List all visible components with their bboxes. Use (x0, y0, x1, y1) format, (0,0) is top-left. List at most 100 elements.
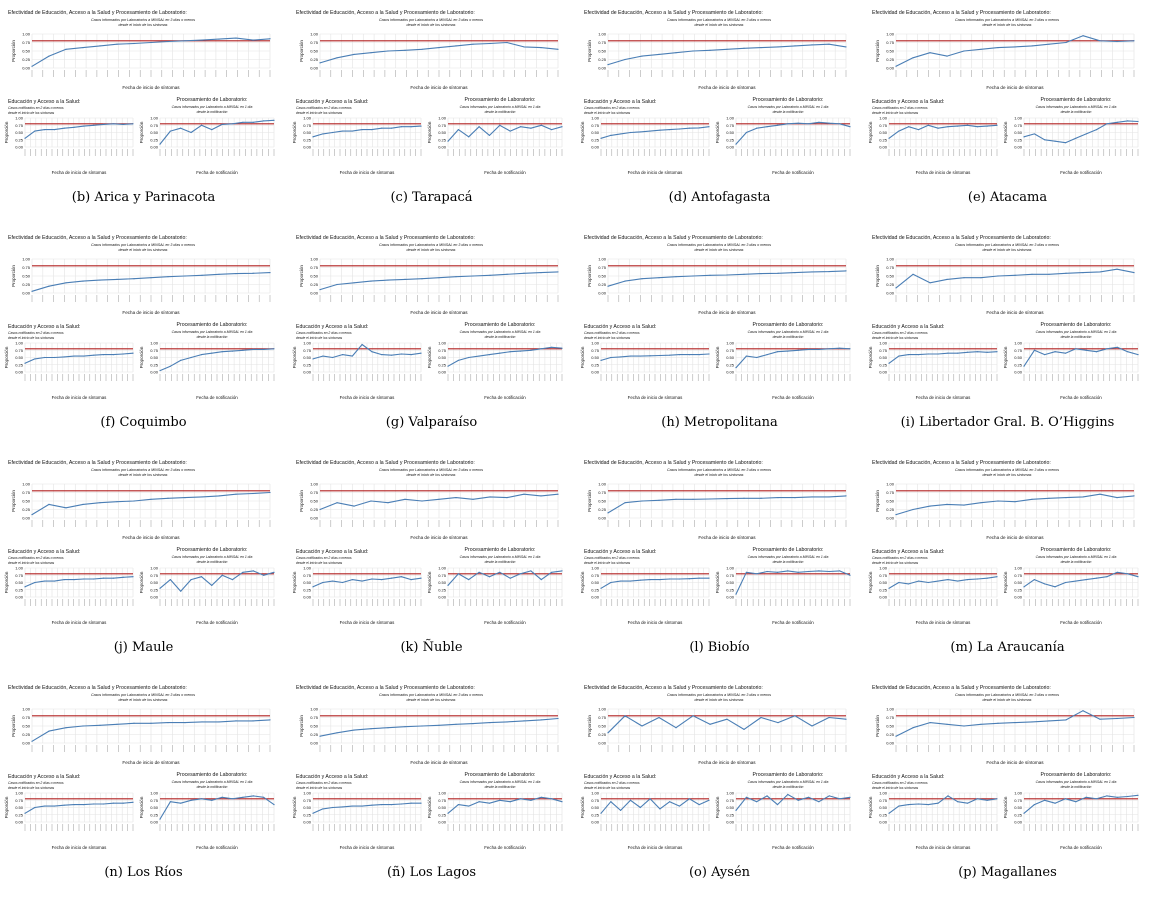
data-point (828, 496, 830, 498)
data-point (133, 722, 135, 724)
plot-area: 0.00 0.25 0.50 0.75 1.00 Proporción (875, 482, 1135, 527)
y-tick-label: 1.00 (303, 341, 312, 346)
main-x-axis-label: Fecha de inicio de síntomas (698, 535, 756, 540)
data-point (169, 579, 171, 581)
data-point (1099, 271, 1101, 273)
y-tick-label: 0.75 (438, 798, 447, 803)
right-x-axis-label: Fecha de notificación (484, 845, 526, 850)
y-tick-label: 0.75 (879, 798, 888, 803)
data-point (895, 735, 897, 737)
data-point (1099, 493, 1101, 495)
main-x-axis-label: Fecha de inicio de síntomas (410, 760, 468, 765)
y-tick-label: 0.00 (598, 291, 607, 296)
y-tick-label: 0.25 (886, 732, 895, 737)
right-chart-subtitle: Casos informados por Laboratorio a MINSA… (748, 330, 829, 334)
data-point (776, 124, 779, 126)
data-point (898, 581, 900, 584)
y-tick-label: 0.00 (1014, 820, 1023, 825)
data-point (24, 362, 26, 364)
main-chart-subtitle: Casos informados por Laboratorios a MINS… (667, 18, 771, 22)
y-tick-label: 1.00 (15, 566, 24, 571)
y-tick-label: 0.25 (22, 57, 31, 62)
right-x-axis-label: Fecha de notificación (484, 620, 526, 625)
y-axis-label: Proporción (139, 571, 144, 593)
left-x-axis-label: Fecha de inicio de síntomas (916, 845, 971, 850)
left-x-axis-label: Fecha de inicio de síntomas (628, 170, 683, 175)
data-point (794, 45, 796, 47)
data-point (1044, 139, 1046, 141)
left-chart-subtitle: Casos notificados en 2 días o menos (872, 331, 928, 335)
data-point (116, 501, 118, 503)
left-chart-subtitle: desde el inicio de los síntomas (872, 786, 918, 790)
plot-area: 0.00 0.25 0.50 0.75 1.00 Proporción (587, 32, 847, 77)
data-point (63, 127, 65, 129)
plot-area: 0.00 0.25 0.50 0.75 1.00 Proporción (868, 566, 998, 606)
data-point (457, 359, 459, 361)
y-tick-label: 0.25 (303, 812, 312, 817)
y-tick-label: 0.75 (310, 715, 319, 720)
y-axis-label: Proporción (1003, 121, 1008, 143)
data-point (65, 727, 67, 729)
y-tick-label: 1.00 (310, 707, 319, 712)
y-tick-label: 0.00 (726, 145, 735, 150)
y-tick-label: 0.50 (15, 130, 24, 135)
data-point (811, 44, 813, 46)
right-chart-subtitle: desde la notificación (485, 335, 516, 339)
left-chart-subtitle: Casos notificados en 2 días o menos (584, 781, 640, 785)
main-chart-subtitle: Casos informados por Laboratorios a MINS… (955, 18, 1059, 22)
data-point (133, 42, 135, 45)
data-point (957, 580, 959, 582)
data-point (735, 809, 737, 811)
y-tick-label: 0.25 (1014, 362, 1023, 367)
series-line (600, 126, 710, 139)
series-line (159, 119, 275, 145)
main-chart-title: Efectividad de Educación, Acceso a la Sa… (8, 685, 187, 691)
data-point (620, 580, 622, 582)
data-point (760, 273, 762, 275)
data-point (122, 123, 124, 125)
y-tick-label: 0.50 (591, 355, 600, 360)
data-point (1085, 796, 1087, 798)
data-point (252, 795, 254, 797)
data-point (112, 123, 114, 125)
data-point (980, 723, 982, 725)
data-point (895, 514, 897, 516)
data-point (641, 725, 643, 727)
main-chart-subtitle: Casos informados por Laboratorios a MINS… (379, 243, 483, 247)
data-point (273, 804, 275, 806)
data-point (457, 804, 459, 806)
region-figure: Efectividad de Educación, Acceso a la Sa… (292, 10, 563, 175)
y-axis-label: Proporción (587, 265, 592, 287)
series-line (735, 793, 851, 811)
data-point (438, 498, 440, 500)
data-point (735, 367, 737, 369)
data-point (53, 580, 56, 582)
y-tick-label: 0.75 (1014, 123, 1023, 128)
series-line (888, 576, 998, 589)
data-point (438, 47, 440, 49)
y-tick-label: 0.00 (886, 66, 895, 71)
y-axis-label: Proporción (875, 40, 880, 62)
right-chart-subtitle: Casos informados por Laboratorio a MINSA… (748, 105, 829, 109)
data-point (1082, 272, 1084, 274)
data-point (797, 799, 799, 801)
y-tick-label: 0.50 (438, 355, 447, 360)
data-point (48, 285, 50, 287)
region-caption: (f) Coquimbo (100, 415, 187, 430)
data-point (322, 581, 324, 584)
data-point (235, 493, 237, 495)
data-point (708, 799, 710, 801)
data-point (478, 126, 480, 128)
y-tick-label: 0.50 (150, 130, 159, 135)
data-point (44, 129, 46, 131)
y-tick-label: 0.25 (438, 812, 447, 817)
y-tick-label: 0.25 (1014, 587, 1023, 592)
y-tick-label: 0.00 (15, 820, 24, 825)
data-point (93, 578, 95, 580)
data-point (735, 593, 737, 595)
plot-area: 0.00 0.25 0.50 0.75 1.00 Proporción (1003, 791, 1139, 831)
data-point (766, 354, 768, 356)
data-point (669, 578, 671, 580)
data-point (607, 64, 609, 66)
data-point (776, 351, 779, 353)
